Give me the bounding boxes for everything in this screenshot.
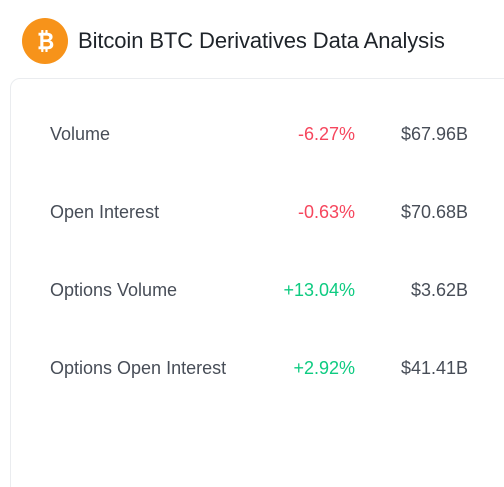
page-title: Bitcoin BTC Derivatives Data Analysis: [78, 28, 445, 53]
bitcoin-icon: [22, 18, 68, 64]
metric-value: $67.96B: [400, 123, 468, 144]
derivatives-card: Volume -6.27% $67.96B Open Interest -0.6…: [10, 78, 504, 487]
metric-change: -6.27%: [297, 123, 355, 144]
metric-label: Volume: [50, 123, 111, 144]
metric-label: Options Volume: [50, 279, 178, 300]
metric-label: Open Interest: [50, 201, 160, 222]
metric-change: +2.92%: [293, 357, 355, 378]
metric-row-open-interest: Open Interest -0.63% $70.68B: [11, 197, 504, 227]
metric-value: $3.62B: [410, 279, 468, 300]
metric-row-options-open-interest: Options Open Interest +2.92% $41.41B: [11, 353, 504, 383]
metric-value: $70.68B: [400, 201, 468, 222]
metric-change: -0.63%: [297, 201, 355, 222]
metric-label: Options Open Interest: [50, 357, 227, 378]
metric-row-options-volume: Options Volume +13.04% $3.62B: [11, 275, 504, 305]
metric-row-volume: Volume -6.27% $67.96B: [11, 119, 504, 149]
metric-change: +13.04%: [283, 279, 355, 300]
metric-value: $41.41B: [400, 357, 468, 378]
header: Bitcoin BTC Derivatives Data Analysis: [22, 18, 445, 64]
